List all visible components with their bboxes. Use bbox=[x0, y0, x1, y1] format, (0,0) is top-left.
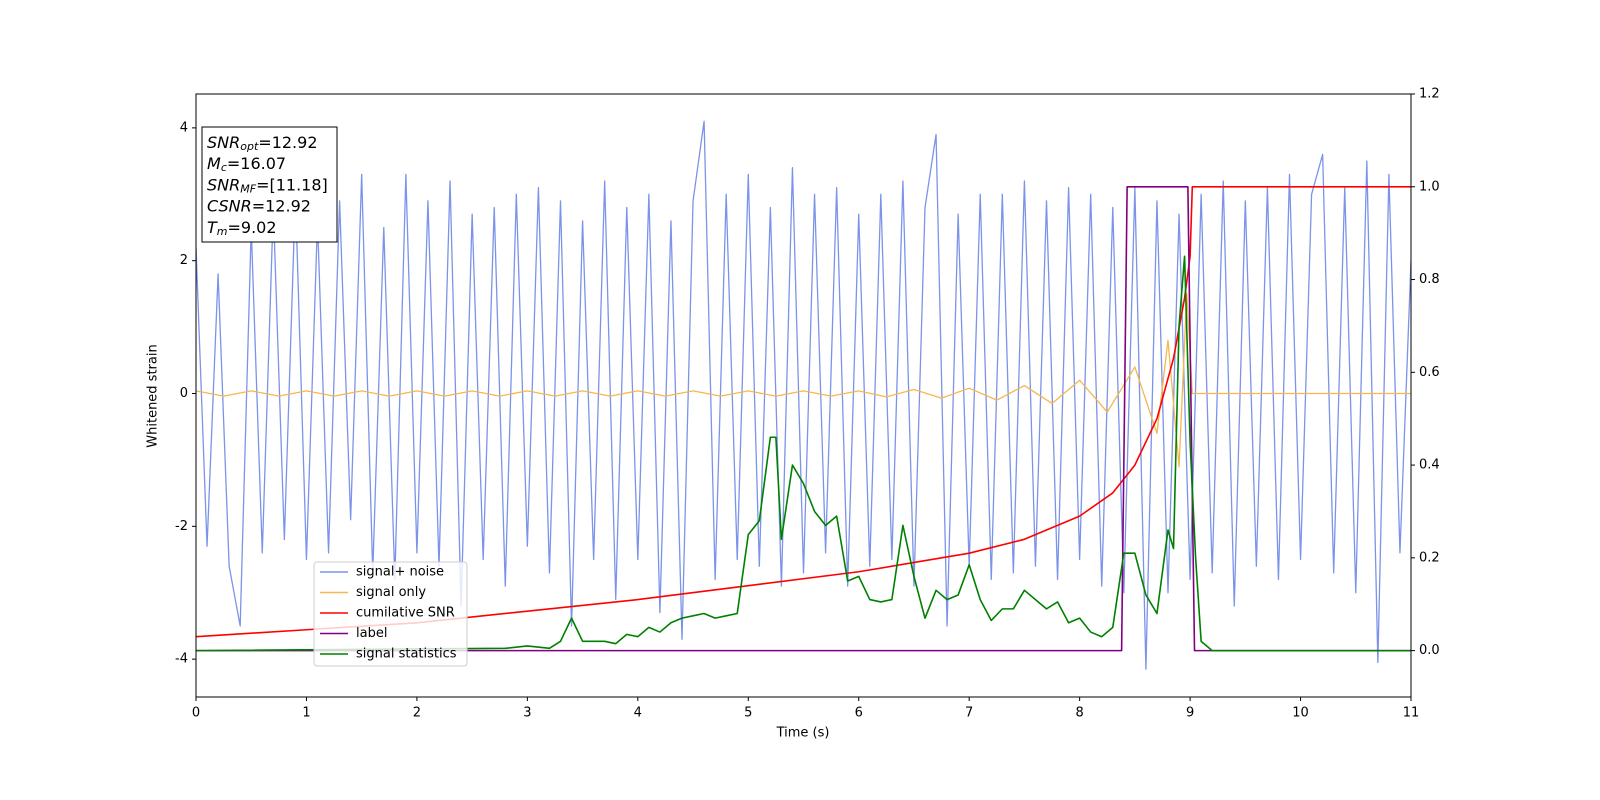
y2-tick-label: 0.4 bbox=[1419, 458, 1440, 473]
legend-label: signal statistics bbox=[356, 647, 457, 662]
x-axis-label: Time (s) bbox=[776, 726, 830, 741]
x-tick-label: 11 bbox=[1403, 706, 1420, 721]
y-tick-label: 4 bbox=[180, 120, 188, 135]
annotation-value: =12.92 bbox=[258, 133, 317, 152]
y2-tick-label: 0.6 bbox=[1419, 365, 1440, 380]
x-tick-label: 4 bbox=[634, 706, 642, 721]
series-line bbox=[196, 255, 1411, 652]
y2-tick-label: 1.0 bbox=[1419, 179, 1440, 194]
y2-tick-label: 0.8 bbox=[1419, 272, 1440, 287]
annotation-box bbox=[201, 126, 338, 243]
annotation-subscript: c bbox=[221, 161, 227, 174]
legend-label: label bbox=[356, 626, 387, 641]
legend-box bbox=[313, 561, 468, 667]
annotation-symbol: M bbox=[207, 154, 221, 173]
legend-label: signal only bbox=[356, 585, 426, 600]
series-line bbox=[196, 293, 1411, 468]
annotation-line: Mc=16.07 bbox=[207, 154, 286, 175]
annotation-line: Tm=9.02 bbox=[207, 217, 277, 238]
x-tick-label: 7 bbox=[965, 706, 973, 721]
y-axis-label: Whitened strain bbox=[146, 344, 161, 447]
y-tick-label: -2 bbox=[175, 519, 188, 534]
y2-tick-label: 0.2 bbox=[1419, 550, 1440, 565]
annotation-symbol: SNR bbox=[207, 175, 240, 194]
x-tick-label: 6 bbox=[855, 706, 863, 721]
annotation-symbol: SNR bbox=[207, 133, 240, 152]
annotation-line: SNRMF=[11.18] bbox=[207, 175, 328, 196]
y2-tick-label: 1.2 bbox=[1419, 87, 1440, 102]
annotation-value: =16.07 bbox=[227, 154, 286, 173]
series-line bbox=[196, 120, 1411, 670]
x-tick-label: 10 bbox=[1292, 706, 1309, 721]
plot-frame bbox=[195, 93, 1412, 698]
y-tick-label: 2 bbox=[180, 253, 188, 268]
x-tick-label: 8 bbox=[1075, 706, 1083, 721]
legend-label: cumilative SNR bbox=[356, 606, 455, 621]
annotation-value: =[11.18] bbox=[256, 175, 328, 194]
annotation-symbol: T bbox=[207, 217, 218, 236]
annotation-line: CSNR=12.92 bbox=[207, 196, 311, 215]
x-tick-label: 0 bbox=[192, 706, 200, 721]
x-tick-label: 1 bbox=[302, 706, 310, 721]
annotation-subscript: opt bbox=[240, 140, 259, 153]
annotation-subscript: MF bbox=[240, 182, 256, 195]
annotation-line: SNRopt=12.92 bbox=[207, 133, 318, 154]
x-tick-label: 9 bbox=[1186, 706, 1194, 721]
annotation-symbol: CSNR bbox=[207, 196, 252, 215]
plot-area bbox=[196, 120, 1411, 670]
y2-tick-label: 0.0 bbox=[1419, 643, 1440, 658]
y-tick-label: -4 bbox=[175, 652, 188, 667]
x-tick-label: 3 bbox=[523, 706, 531, 721]
legend-label: signal+ noise bbox=[356, 565, 444, 580]
annotation-subscript: m bbox=[217, 225, 228, 238]
y-tick-label: 0 bbox=[180, 386, 188, 401]
x-tick-label: 5 bbox=[744, 706, 752, 721]
annotation-value: =9.02 bbox=[228, 217, 277, 236]
x-tick-label: 2 bbox=[413, 706, 421, 721]
annotation-value: =12.92 bbox=[252, 196, 311, 215]
